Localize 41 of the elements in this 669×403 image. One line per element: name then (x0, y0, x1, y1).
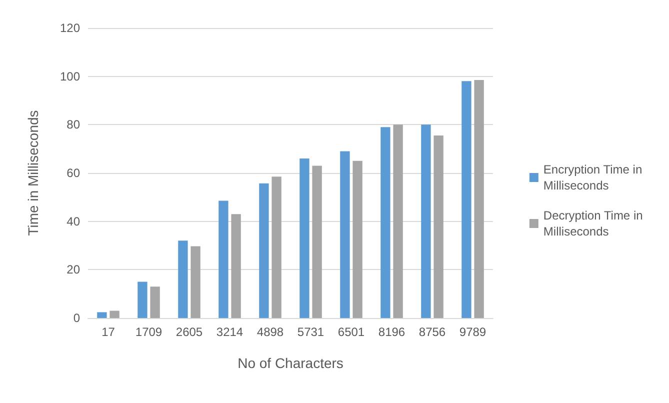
bar (393, 124, 403, 318)
legend-label: Encryption Time in Milliseconds (543, 162, 642, 192)
y-tick-label: 120 (60, 21, 80, 35)
x-tick-label: 1709 (135, 325, 162, 339)
y-axis-title: Time in Milliseconds (25, 110, 41, 236)
bar (231, 214, 241, 318)
bar (312, 166, 322, 318)
x-tick-label: 4898 (256, 325, 284, 339)
y-tick-label: 100 (60, 69, 80, 84)
x-tick-label: 8196 (378, 325, 406, 339)
bar (97, 312, 107, 318)
y-tick-label: 20 (66, 262, 80, 277)
x-tick-label: 8756 (418, 325, 446, 339)
bar (340, 151, 350, 318)
legend-label: Decryption Time in Milliseconds (543, 208, 643, 238)
y-tick-label: 40 (66, 214, 80, 228)
bar (110, 310, 120, 318)
bar (421, 124, 431, 318)
bar (259, 183, 269, 318)
bar (150, 286, 160, 318)
bar (300, 158, 310, 318)
y-tick-label: 80 (66, 118, 80, 132)
bar (138, 282, 148, 318)
x-axis-title: No of Characters (238, 355, 344, 371)
x-tick-label: 2605 (176, 325, 203, 339)
x-tick-label: 6501 (338, 325, 365, 339)
bar (434, 136, 444, 318)
x-tick-label: 5731 (297, 325, 324, 339)
x-tick-label: 17 (102, 325, 116, 339)
y-tick-label: 60 (66, 166, 80, 180)
bar (272, 176, 282, 318)
x-tick-label: 3214 (216, 325, 244, 339)
bar (352, 160, 362, 318)
bar (462, 81, 472, 318)
x-tick-label: 9789 (459, 325, 486, 339)
bar (178, 240, 188, 318)
bar (190, 246, 200, 318)
bar (474, 80, 484, 318)
bar (380, 127, 390, 318)
bar (218, 200, 228, 318)
y-tick-label: 0 (73, 311, 80, 325)
